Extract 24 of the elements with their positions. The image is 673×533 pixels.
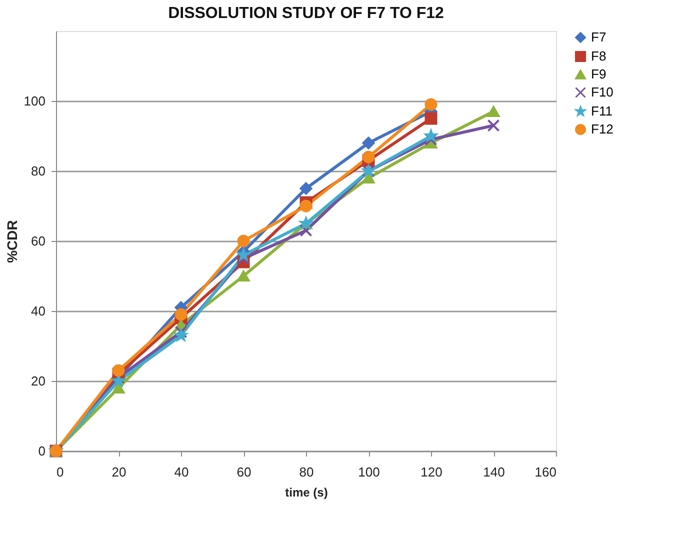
- legend-label: F10: [591, 84, 614, 100]
- legend-label: F12: [591, 122, 614, 136]
- x-tick-label: 80: [299, 464, 314, 480]
- x-tick-label: 100: [358, 464, 380, 480]
- y-tick-label: 100: [24, 94, 46, 108]
- legend-label: F7: [591, 30, 606, 44]
- y-tick-label: 20: [31, 374, 46, 388]
- y-tick-label: 80: [31, 164, 46, 178]
- x-tick-label: 140: [483, 464, 505, 480]
- legend-label: F8: [591, 48, 606, 64]
- chart-title: DISSOLUTION STUDY OF F7 TO F12: [168, 5, 444, 22]
- legend-label: F9: [591, 66, 606, 82]
- x-axis-title: time (s): [285, 486, 328, 500]
- x-tick-label: 120: [420, 464, 442, 480]
- y-tick-label: 60: [31, 234, 46, 248]
- x-tick-label: 40: [174, 464, 189, 480]
- x-tick-label: 60: [236, 464, 252, 480]
- x-tick-label: 0: [56, 464, 64, 480]
- y-tick-label: 0: [38, 444, 46, 458]
- legend-label: F11: [591, 104, 612, 118]
- x-tick-label: 20: [112, 464, 126, 480]
- y-tick-label: 40: [31, 304, 46, 318]
- y-axis-title: %CDR: [4, 220, 20, 263]
- x-tick-label: 160: [534, 464, 556, 480]
